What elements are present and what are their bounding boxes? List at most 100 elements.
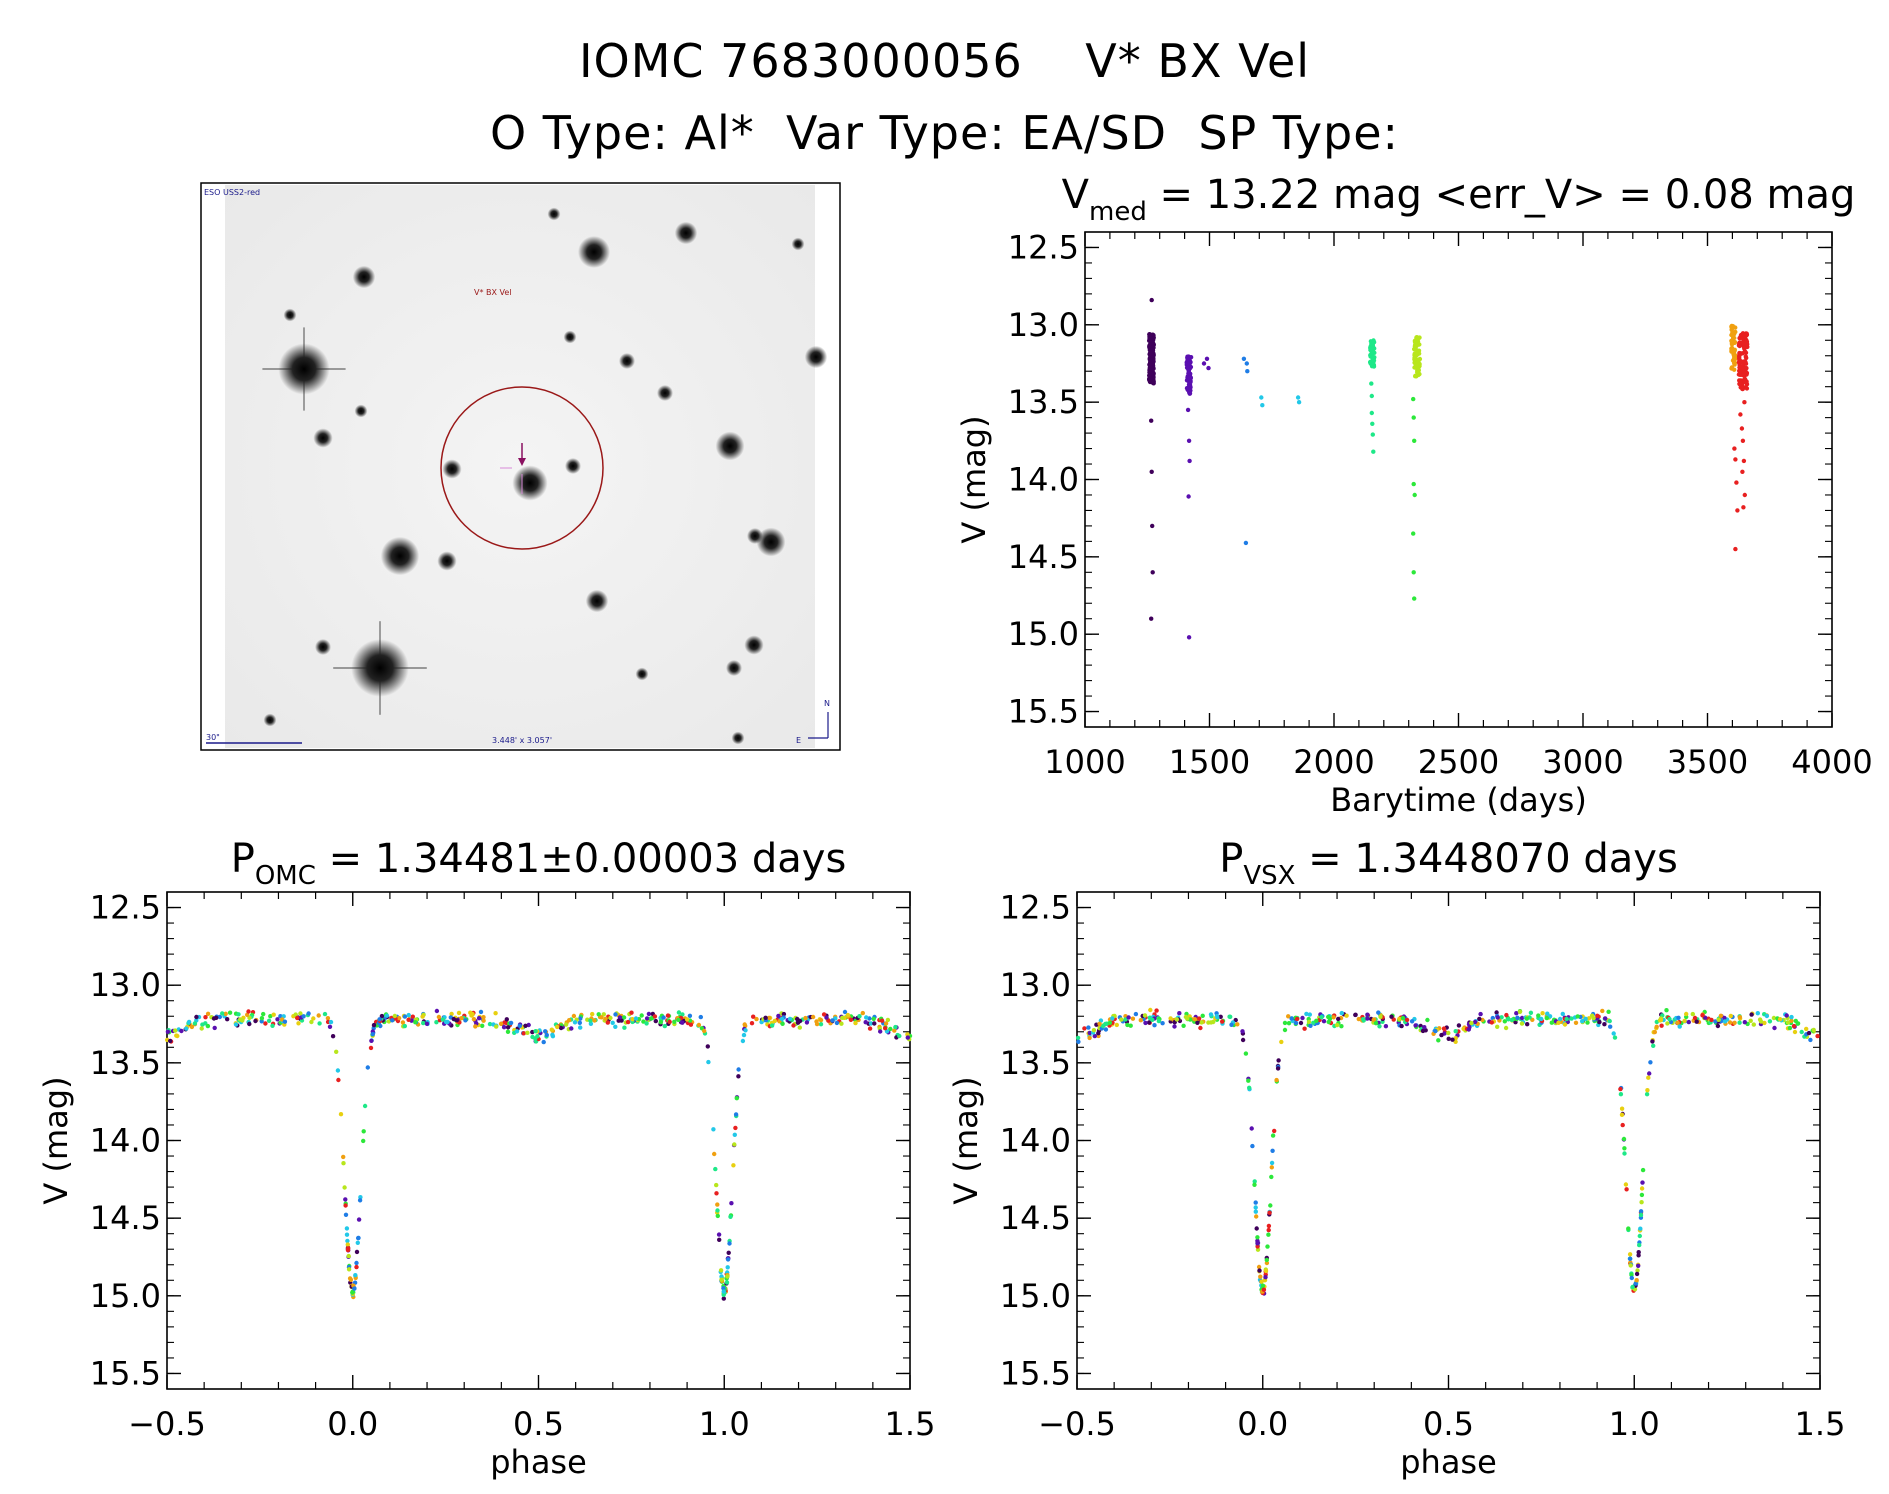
data-point	[1606, 1009, 1611, 1014]
scale-bar-label: 30"	[206, 733, 220, 742]
data-point	[1627, 1252, 1633, 1257]
data-point	[341, 1161, 346, 1166]
data-point	[1126, 1015, 1131, 1020]
data-point	[1585, 1020, 1590, 1025]
fold_omc-frame	[166, 891, 911, 1390]
data-point	[572, 1020, 578, 1025]
data-point	[402, 1023, 407, 1029]
data-point	[1742, 349, 1747, 355]
data-point	[1154, 1008, 1159, 1013]
data-point	[1502, 1019, 1508, 1024]
data-point	[1676, 1015, 1681, 1020]
star	[744, 635, 764, 655]
data-point	[1274, 1077, 1279, 1083]
data-point	[1296, 400, 1302, 405]
y-tick-label: 15.0	[1000, 1277, 1071, 1315]
data-point	[603, 1016, 608, 1021]
data-point	[1103, 1027, 1109, 1032]
data-point	[1255, 1235, 1260, 1240]
data-point	[569, 1026, 574, 1031]
data-point	[724, 1280, 730, 1285]
data-point	[1547, 1014, 1553, 1019]
data-point	[1495, 1024, 1500, 1030]
data-point	[712, 1151, 717, 1157]
thumbnail-sky	[225, 185, 815, 748]
data-point	[541, 1039, 546, 1045]
data-point	[888, 1026, 893, 1032]
data-point	[1378, 1014, 1383, 1019]
data-point	[1716, 1017, 1721, 1022]
data-point	[1417, 357, 1422, 362]
data-point	[1762, 1020, 1767, 1026]
data-point	[459, 1016, 464, 1021]
data-point	[246, 1009, 251, 1014]
data-point	[1494, 1010, 1499, 1015]
data-point	[1411, 531, 1416, 536]
data-point	[1639, 1186, 1645, 1191]
star	[674, 221, 698, 245]
y-tick-label: 13.0	[1008, 306, 1079, 344]
data-point	[1252, 1179, 1257, 1184]
data-point	[1729, 349, 1734, 354]
data-point	[1149, 616, 1154, 621]
star	[352, 265, 376, 289]
data-point	[1545, 1011, 1550, 1016]
data-point	[1353, 1012, 1358, 1018]
data-point	[1156, 1018, 1162, 1024]
data-point	[630, 1017, 635, 1022]
target-circle	[440, 386, 604, 550]
data-point	[1637, 1233, 1643, 1239]
data-point	[1254, 1214, 1259, 1219]
data-point	[1740, 384, 1745, 389]
data-point	[718, 1268, 724, 1273]
data-point	[1628, 1263, 1633, 1268]
data-point	[220, 1011, 225, 1016]
data-point	[1583, 1016, 1588, 1021]
data-point	[1286, 1014, 1291, 1019]
data-point	[1692, 1015, 1698, 1021]
y-tick-label: 14.5	[1008, 538, 1079, 576]
compass-east-label: E	[796, 736, 801, 745]
data-point	[1114, 1022, 1120, 1028]
data-point	[1412, 357, 1417, 362]
data-point	[714, 1182, 719, 1188]
data-point	[1677, 1024, 1682, 1029]
data-point	[1639, 1192, 1645, 1198]
data-point	[1370, 342, 1376, 347]
data-point	[436, 1014, 442, 1020]
data-point	[236, 1012, 241, 1017]
data-point	[1356, 1016, 1362, 1022]
data-point	[1339, 1010, 1345, 1016]
data-point	[1399, 1023, 1404, 1029]
data-point	[721, 1296, 726, 1301]
data-point	[897, 1033, 902, 1039]
data-point	[1110, 1016, 1115, 1021]
data-point	[1639, 1200, 1644, 1205]
data-point	[1525, 1021, 1530, 1027]
data-point	[421, 1020, 426, 1026]
data-point	[345, 1242, 350, 1247]
data-point	[863, 1020, 868, 1025]
data-point	[1777, 1017, 1783, 1022]
data-point	[1742, 1020, 1748, 1025]
data-point	[1453, 1039, 1458, 1045]
data-point	[1270, 1133, 1276, 1138]
star	[726, 660, 742, 676]
data-point	[205, 1011, 211, 1016]
data-point	[1413, 374, 1418, 379]
data-point	[1504, 1012, 1509, 1018]
data-point	[225, 1017, 230, 1022]
data-point	[1255, 1244, 1260, 1249]
data-point	[406, 1012, 411, 1018]
fold_vsx-frame	[1076, 891, 1821, 1390]
data-point	[641, 1019, 646, 1024]
data-point	[633, 1016, 639, 1021]
data-point	[505, 1029, 511, 1035]
data-point	[456, 1010, 462, 1016]
data-point	[1192, 1017, 1198, 1022]
data-point	[194, 1014, 199, 1020]
data-point	[354, 1249, 360, 1255]
data-point	[1737, 381, 1742, 387]
data-point	[1741, 366, 1747, 371]
star	[437, 551, 457, 571]
